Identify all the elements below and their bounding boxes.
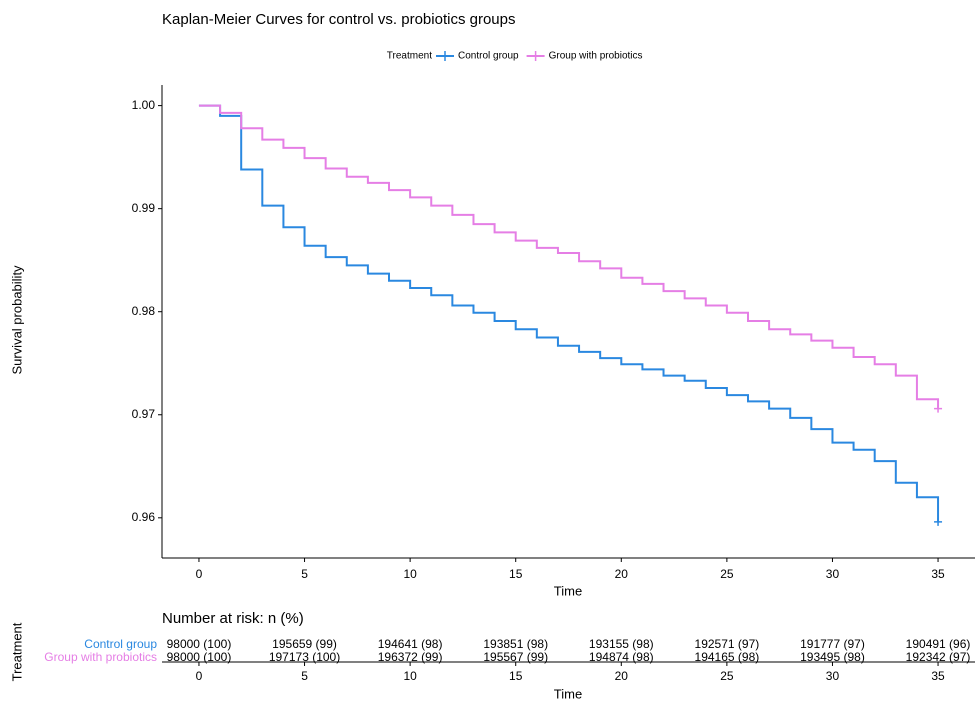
risk-x-tick-label: 15 [509, 669, 523, 683]
risk-count: 98000 (100) [167, 637, 232, 651]
legend-label: Control group [458, 51, 519, 62]
x-tick-label: 20 [615, 567, 629, 581]
y-tick-label: 0.97 [132, 407, 156, 421]
risk-count: 193851 (98) [483, 637, 548, 651]
survival-curve [198, 104, 940, 522]
risk-row-label: Group with probiotics [44, 650, 157, 664]
x-axis-title: Time [554, 583, 582, 598]
y-tick-label: 0.98 [132, 304, 156, 318]
legend-title: Treatment [387, 51, 432, 62]
risk-x-tick-label: 20 [615, 669, 629, 683]
x-tick-label: 10 [403, 567, 417, 581]
risk-x-tick-label: 35 [931, 669, 945, 683]
x-tick-label: 35 [931, 567, 945, 581]
risk-count: 194874 (98) [589, 650, 654, 664]
x-tick-label: 0 [196, 567, 203, 581]
risk-count: 196372 (99) [378, 650, 443, 664]
y-tick-label: 0.96 [132, 510, 156, 524]
risk-x-tick-label: 30 [826, 669, 840, 683]
y-tick-label: 0.99 [132, 201, 156, 215]
survival-curve [198, 104, 940, 409]
risk-count: 194641 (98) [378, 637, 443, 651]
risk-row-label: Control group [84, 637, 157, 651]
risk-table-title: Number at risk: n (%) [162, 610, 304, 627]
censor-mark [934, 517, 943, 526]
risk-x-tick-label: 0 [196, 669, 203, 683]
risk-count: 98000 (100) [167, 650, 232, 664]
risk-x-tick-label: 10 [403, 669, 417, 683]
risk-count: 193155 (98) [589, 637, 654, 651]
risk-count: 193495 (98) [800, 650, 865, 664]
chart-title: Kaplan-Meier Curves for control vs. prob… [162, 11, 515, 28]
risk-count: 192342 (97) [906, 650, 971, 664]
risk-count: 197173 (100) [269, 650, 340, 664]
risk-count: 194165 (98) [695, 650, 760, 664]
risk-table-y-title: Treatment [9, 622, 24, 681]
risk-count: 192571 (97) [695, 637, 760, 651]
y-axis-title: Survival probability [9, 265, 24, 375]
risk-x-tick-label: 5 [301, 669, 308, 683]
censor-mark [934, 404, 943, 413]
x-tick-label: 15 [509, 567, 523, 581]
risk-count: 191777 (97) [800, 637, 865, 651]
risk-count: 195659 (99) [272, 637, 337, 651]
legend-label: Group with probiotics [549, 51, 643, 62]
risk-count: 195567 (99) [483, 650, 548, 664]
risk-table-x-title: Time [554, 686, 582, 701]
y-tick-label: 1.00 [132, 98, 156, 112]
risk-x-tick-label: 25 [720, 669, 734, 683]
risk-count: 190491 (96) [906, 637, 971, 651]
x-tick-label: 30 [826, 567, 840, 581]
x-tick-label: 5 [301, 567, 308, 581]
x-tick-label: 25 [720, 567, 734, 581]
